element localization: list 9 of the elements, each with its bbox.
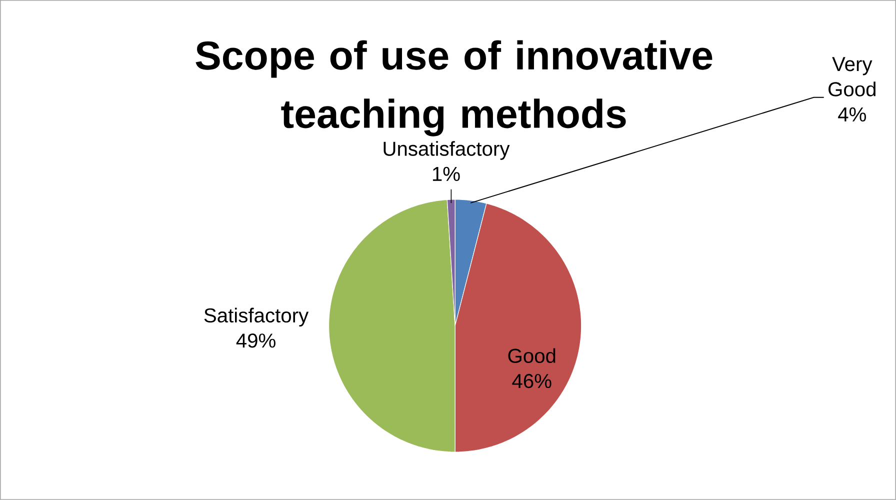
slice-label: Satisfactory — [204, 308, 309, 327]
chart-title: Scope of use of innovative teaching methods — [196, 40, 712, 136]
slice-label: Very Good — [828, 57, 876, 96]
slice-label: Good — [508, 348, 556, 364]
data-label: 49% — [236, 334, 276, 348]
slice-label: Unsatisfactory — [384, 141, 510, 160]
data-label: 1% — [432, 166, 460, 182]
data-label: 4% — [838, 107, 866, 122]
data-label: 46% — [512, 374, 552, 388]
